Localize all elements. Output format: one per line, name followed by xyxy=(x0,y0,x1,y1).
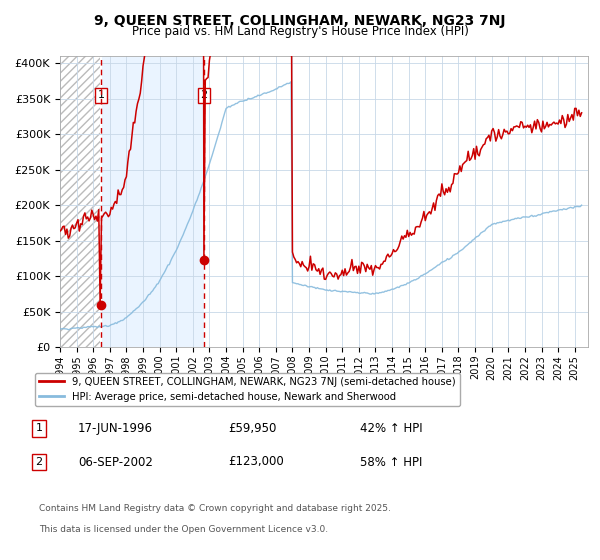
Text: Price paid vs. HM Land Registry's House Price Index (HPI): Price paid vs. HM Land Registry's House … xyxy=(131,25,469,38)
Text: 2: 2 xyxy=(200,90,208,100)
Text: This data is licensed under the Open Government Licence v3.0.: This data is licensed under the Open Gov… xyxy=(39,525,328,534)
Legend: 9, QUEEN STREET, COLLINGHAM, NEWARK, NG23 7NJ (semi-detached house), HPI: Averag: 9, QUEEN STREET, COLLINGHAM, NEWARK, NG2… xyxy=(35,373,460,405)
Text: 58% ↑ HPI: 58% ↑ HPI xyxy=(360,455,422,469)
Text: £123,000: £123,000 xyxy=(228,455,284,469)
Text: 2: 2 xyxy=(35,457,43,467)
Text: 17-JUN-1996: 17-JUN-1996 xyxy=(78,422,153,435)
Text: 1: 1 xyxy=(35,423,43,433)
Text: 42% ↑ HPI: 42% ↑ HPI xyxy=(360,422,422,435)
Text: 9, QUEEN STREET, COLLINGHAM, NEWARK, NG23 7NJ: 9, QUEEN STREET, COLLINGHAM, NEWARK, NG2… xyxy=(94,14,506,28)
Text: Contains HM Land Registry data © Crown copyright and database right 2025.: Contains HM Land Registry data © Crown c… xyxy=(39,504,391,513)
Text: 1: 1 xyxy=(97,90,104,100)
Text: 06-SEP-2002: 06-SEP-2002 xyxy=(78,455,153,469)
Text: £59,950: £59,950 xyxy=(228,422,277,435)
